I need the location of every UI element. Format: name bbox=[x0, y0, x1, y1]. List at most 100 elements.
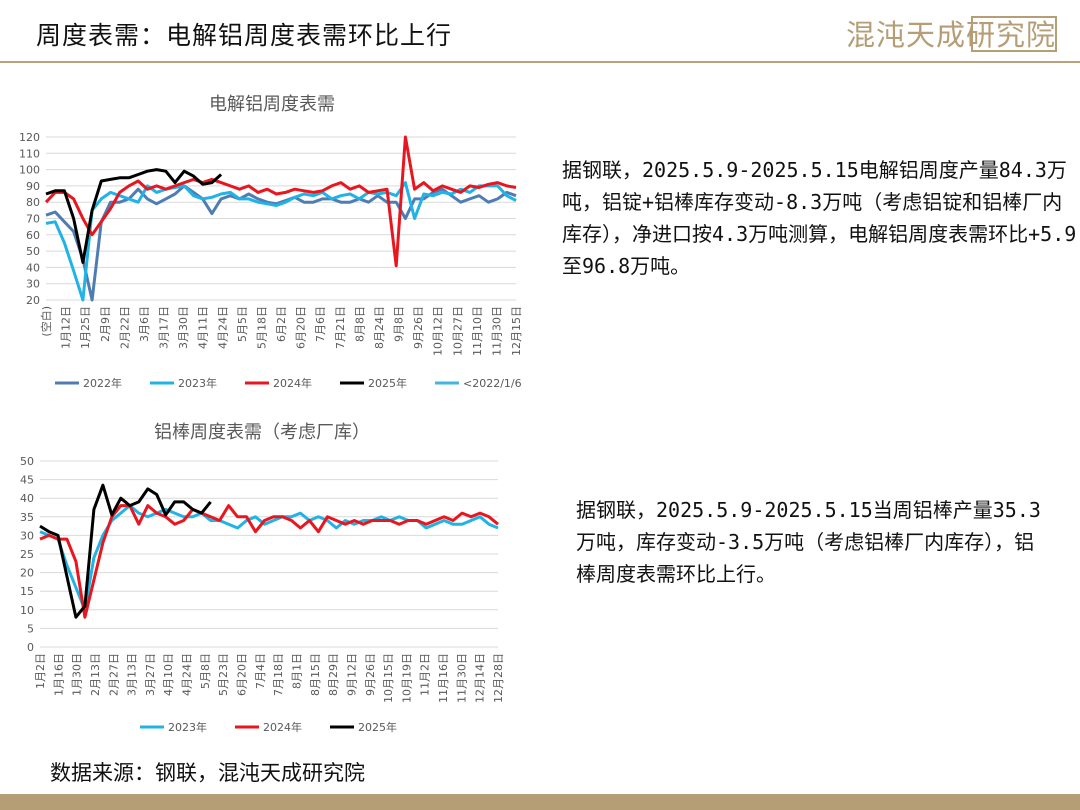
chart-aluminum-weekly-demand: 电解铝周度表需 20 30 40 50 60 70 80 90 100 110 120 (空白) 1月12… bbox=[19, 94, 523, 390]
x-tick-label: 2月27日 bbox=[107, 653, 120, 696]
legend-label: 2025年 bbox=[358, 720, 397, 734]
page-header: 周度表需：电解铝周度表需环比上行 混沌天成研究院 bbox=[0, 0, 1080, 63]
legend-label: 2023年 bbox=[178, 376, 217, 390]
y-tick-label: 35 bbox=[20, 511, 34, 524]
y-tick-label: 25 bbox=[20, 548, 34, 561]
legend-label: 2025年 bbox=[368, 376, 407, 390]
x-tick-label: 12月14日 bbox=[474, 653, 487, 703]
x-tick-label: 8月8日 bbox=[353, 306, 366, 342]
legend-label: 2024年 bbox=[273, 376, 312, 390]
x-tick-label: 3月6日 bbox=[138, 306, 151, 342]
x-tick-label: 7月18日 bbox=[272, 653, 285, 696]
x-tick-label: 3月17日 bbox=[158, 306, 171, 349]
x-tick-label: 7月6日 bbox=[314, 306, 327, 342]
y-tick-label: 20 bbox=[20, 567, 34, 580]
x-tick-label: 8月24日 bbox=[373, 306, 386, 349]
x-tick-label: 5月18日 bbox=[255, 306, 268, 349]
x-tick-label: 4月24日 bbox=[216, 306, 229, 349]
y-tick-label: 100 bbox=[19, 164, 40, 177]
x-tick-label: 12月28日 bbox=[492, 653, 505, 703]
x-tick-label: 11月30日 bbox=[455, 653, 468, 703]
x-tick-label: 6月20日 bbox=[236, 653, 249, 696]
brand-logo: 混沌天成研究院 bbox=[846, 16, 1057, 52]
legend-label: 2024年 bbox=[263, 720, 302, 734]
x-tick-label: 8月15日 bbox=[309, 653, 322, 696]
x-tick-label: 11月10日 bbox=[471, 306, 484, 356]
x-tick-label: 3月13日 bbox=[126, 653, 139, 696]
x-tick-label: 1月12日 bbox=[60, 306, 73, 349]
series-line-2025年 bbox=[45, 168, 223, 264]
x-tick-label: 4月11日 bbox=[197, 306, 210, 349]
logo-text: 混沌天成研究院 bbox=[846, 18, 1056, 52]
data-source: 数据来源：钢联，混沌天成研究院 bbox=[50, 761, 365, 785]
y-tick-label: 40 bbox=[20, 492, 34, 505]
y-tick-label: 120 bbox=[19, 131, 40, 144]
x-tick-label: (空白) bbox=[39, 306, 53, 337]
page-title: 周度表需：电解铝周度表需环比上行 bbox=[36, 21, 453, 50]
commentary-rod: 据钢联，2025.5.9-2025.5.15当周铝棒产量35.3万吨，库存变动-… bbox=[576, 498, 1041, 586]
y-tick-label: 110 bbox=[19, 147, 40, 160]
x-tick-label: 9月8日 bbox=[393, 306, 406, 342]
x-tick-label: 7月21日 bbox=[334, 306, 347, 349]
y-tick-label: 5 bbox=[27, 622, 34, 635]
y-tick-label: 40 bbox=[26, 261, 40, 274]
x-tick-label: 8月1日 bbox=[290, 653, 303, 689]
x-tick-label: 2月9日 bbox=[99, 306, 112, 342]
legend-label: <2022/1/6 bbox=[463, 377, 522, 390]
y-tick-label: 10 bbox=[20, 604, 34, 617]
x-tick-label: 2月22日 bbox=[118, 306, 131, 349]
series-line-2024年 bbox=[39, 504, 499, 619]
x-tick-label: 2月13日 bbox=[89, 653, 102, 696]
header-divider bbox=[0, 61, 1080, 63]
x-tick-label: 11月16日 bbox=[437, 653, 450, 703]
y-tick-label: 30 bbox=[20, 529, 34, 542]
y-tick-label: 15 bbox=[20, 585, 34, 598]
x-tick-label: 6月20日 bbox=[295, 306, 308, 349]
x-tick-label: 1月30日 bbox=[71, 653, 84, 696]
x-tick-label: 11月30日 bbox=[490, 306, 503, 356]
x-tick-label: 10月12日 bbox=[432, 306, 445, 356]
legend-label: 2022年 bbox=[83, 376, 122, 390]
x-tick-label: 1月25日 bbox=[79, 306, 92, 349]
y-tick-label: 20 bbox=[26, 294, 40, 307]
y-tick-label: 60 bbox=[26, 229, 40, 242]
x-tick-label: 5月5日 bbox=[236, 306, 249, 342]
x-tick-label: 3月30日 bbox=[177, 306, 190, 349]
x-tick-label: 3月27日 bbox=[144, 653, 157, 696]
x-tick-label: 7月4日 bbox=[254, 653, 267, 689]
x-tick-label: 5月8日 bbox=[199, 653, 212, 689]
x-tick-label: 1月16日 bbox=[52, 653, 65, 696]
footer-bar bbox=[0, 794, 1080, 810]
x-tick-label: 4月10日 bbox=[162, 653, 175, 696]
y-tick-label: 50 bbox=[26, 245, 40, 258]
x-tick-label: 9月26日 bbox=[412, 306, 425, 349]
y-tick-label: 70 bbox=[26, 213, 40, 226]
chart-rod-weekly-demand: 铝棒周度表需（考虑厂库） 0 5 10 15 20 25 30 35 40 45 50 1月2日 1月16… bbox=[20, 422, 505, 734]
x-tick-label: 8月29日 bbox=[327, 653, 340, 696]
chart-title: 铝棒周度表需（考虑厂库） bbox=[154, 422, 370, 443]
series-line-2023年 bbox=[45, 181, 517, 302]
y-tick-label: 45 bbox=[20, 474, 34, 487]
x-tick-label: 11月2日 bbox=[419, 653, 432, 696]
x-tick-label: 5月23日 bbox=[217, 653, 230, 696]
legend-label: 2023年 bbox=[168, 720, 207, 734]
y-tick-label: 30 bbox=[26, 278, 40, 291]
x-tick-label: 10月19日 bbox=[400, 653, 413, 703]
chart-title: 电解铝周度表需 bbox=[209, 94, 335, 115]
series-line-2025年 bbox=[39, 483, 212, 619]
series-line-2023年 bbox=[39, 504, 499, 612]
series-line-2024年 bbox=[44, 135, 517, 268]
commentary-aluminum: 据钢联，2025.5.9-2025.5.15电解铝周度产量84.3万吨，铝锭+铝… bbox=[562, 158, 1077, 278]
x-tick-label: 6月2日 bbox=[275, 306, 288, 342]
y-tick-label: 80 bbox=[26, 196, 40, 209]
x-tick-label: 10月27日 bbox=[451, 306, 464, 356]
x-tick-label: 9月26日 bbox=[364, 653, 377, 696]
y-tick-label: 0 bbox=[27, 641, 34, 654]
x-tick-label: 9月12日 bbox=[345, 653, 358, 696]
x-tick-label: 4月24日 bbox=[181, 653, 194, 696]
x-tick-label: 12月15日 bbox=[510, 306, 523, 356]
y-tick-label: 50 bbox=[20, 455, 34, 468]
series-line-2022年 bbox=[45, 184, 517, 302]
y-tick-label: 90 bbox=[26, 180, 40, 193]
x-tick-label: 10月15日 bbox=[382, 653, 395, 703]
